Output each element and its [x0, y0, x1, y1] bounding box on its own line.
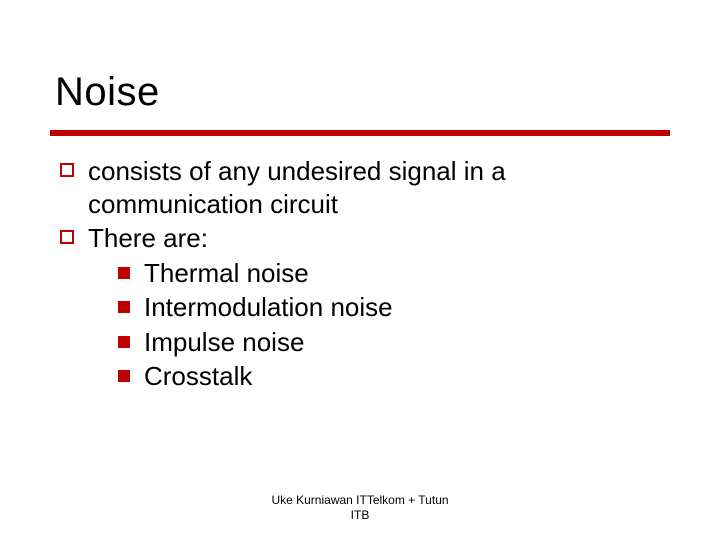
bullet-level1: There are:	[60, 222, 660, 255]
bullet-level2: Intermodulation noise	[118, 291, 660, 324]
bullet-level1: consists of any undesired signal in a co…	[60, 155, 660, 220]
bullet-text: Impulse noise	[144, 326, 660, 359]
slide-footer: Uke Kurniawan ITTelkom + Tutun ITB	[0, 493, 720, 522]
bullet-level2: Impulse noise	[118, 326, 660, 359]
filled-square-icon	[118, 336, 130, 348]
slide-body: consists of any undesired signal in a co…	[60, 155, 660, 395]
bullet-text: Crosstalk	[144, 360, 660, 393]
bullet-text: Thermal noise	[144, 257, 660, 290]
filled-square-icon	[118, 301, 130, 313]
hollow-square-icon	[60, 163, 74, 177]
bullet-text: There are:	[88, 222, 660, 255]
bullet-text: consists of any undesired signal in a co…	[88, 155, 660, 220]
filled-square-icon	[118, 267, 130, 279]
footer-line: ITB	[0, 508, 720, 522]
bullet-text: Intermodulation noise	[144, 291, 660, 324]
footer-line: Uke Kurniawan ITTelkom + Tutun	[0, 493, 720, 507]
sub-bullet-group: Thermal noise Intermodulation noise Impu…	[118, 257, 660, 393]
slide-title: Noise	[55, 70, 160, 115]
bullet-level2: Crosstalk	[118, 360, 660, 393]
bullet-level2: Thermal noise	[118, 257, 660, 290]
filled-square-icon	[118, 370, 130, 382]
title-underline	[50, 130, 670, 136]
slide: Noise consists of any undesired signal i…	[0, 0, 720, 540]
hollow-square-icon	[60, 230, 74, 244]
